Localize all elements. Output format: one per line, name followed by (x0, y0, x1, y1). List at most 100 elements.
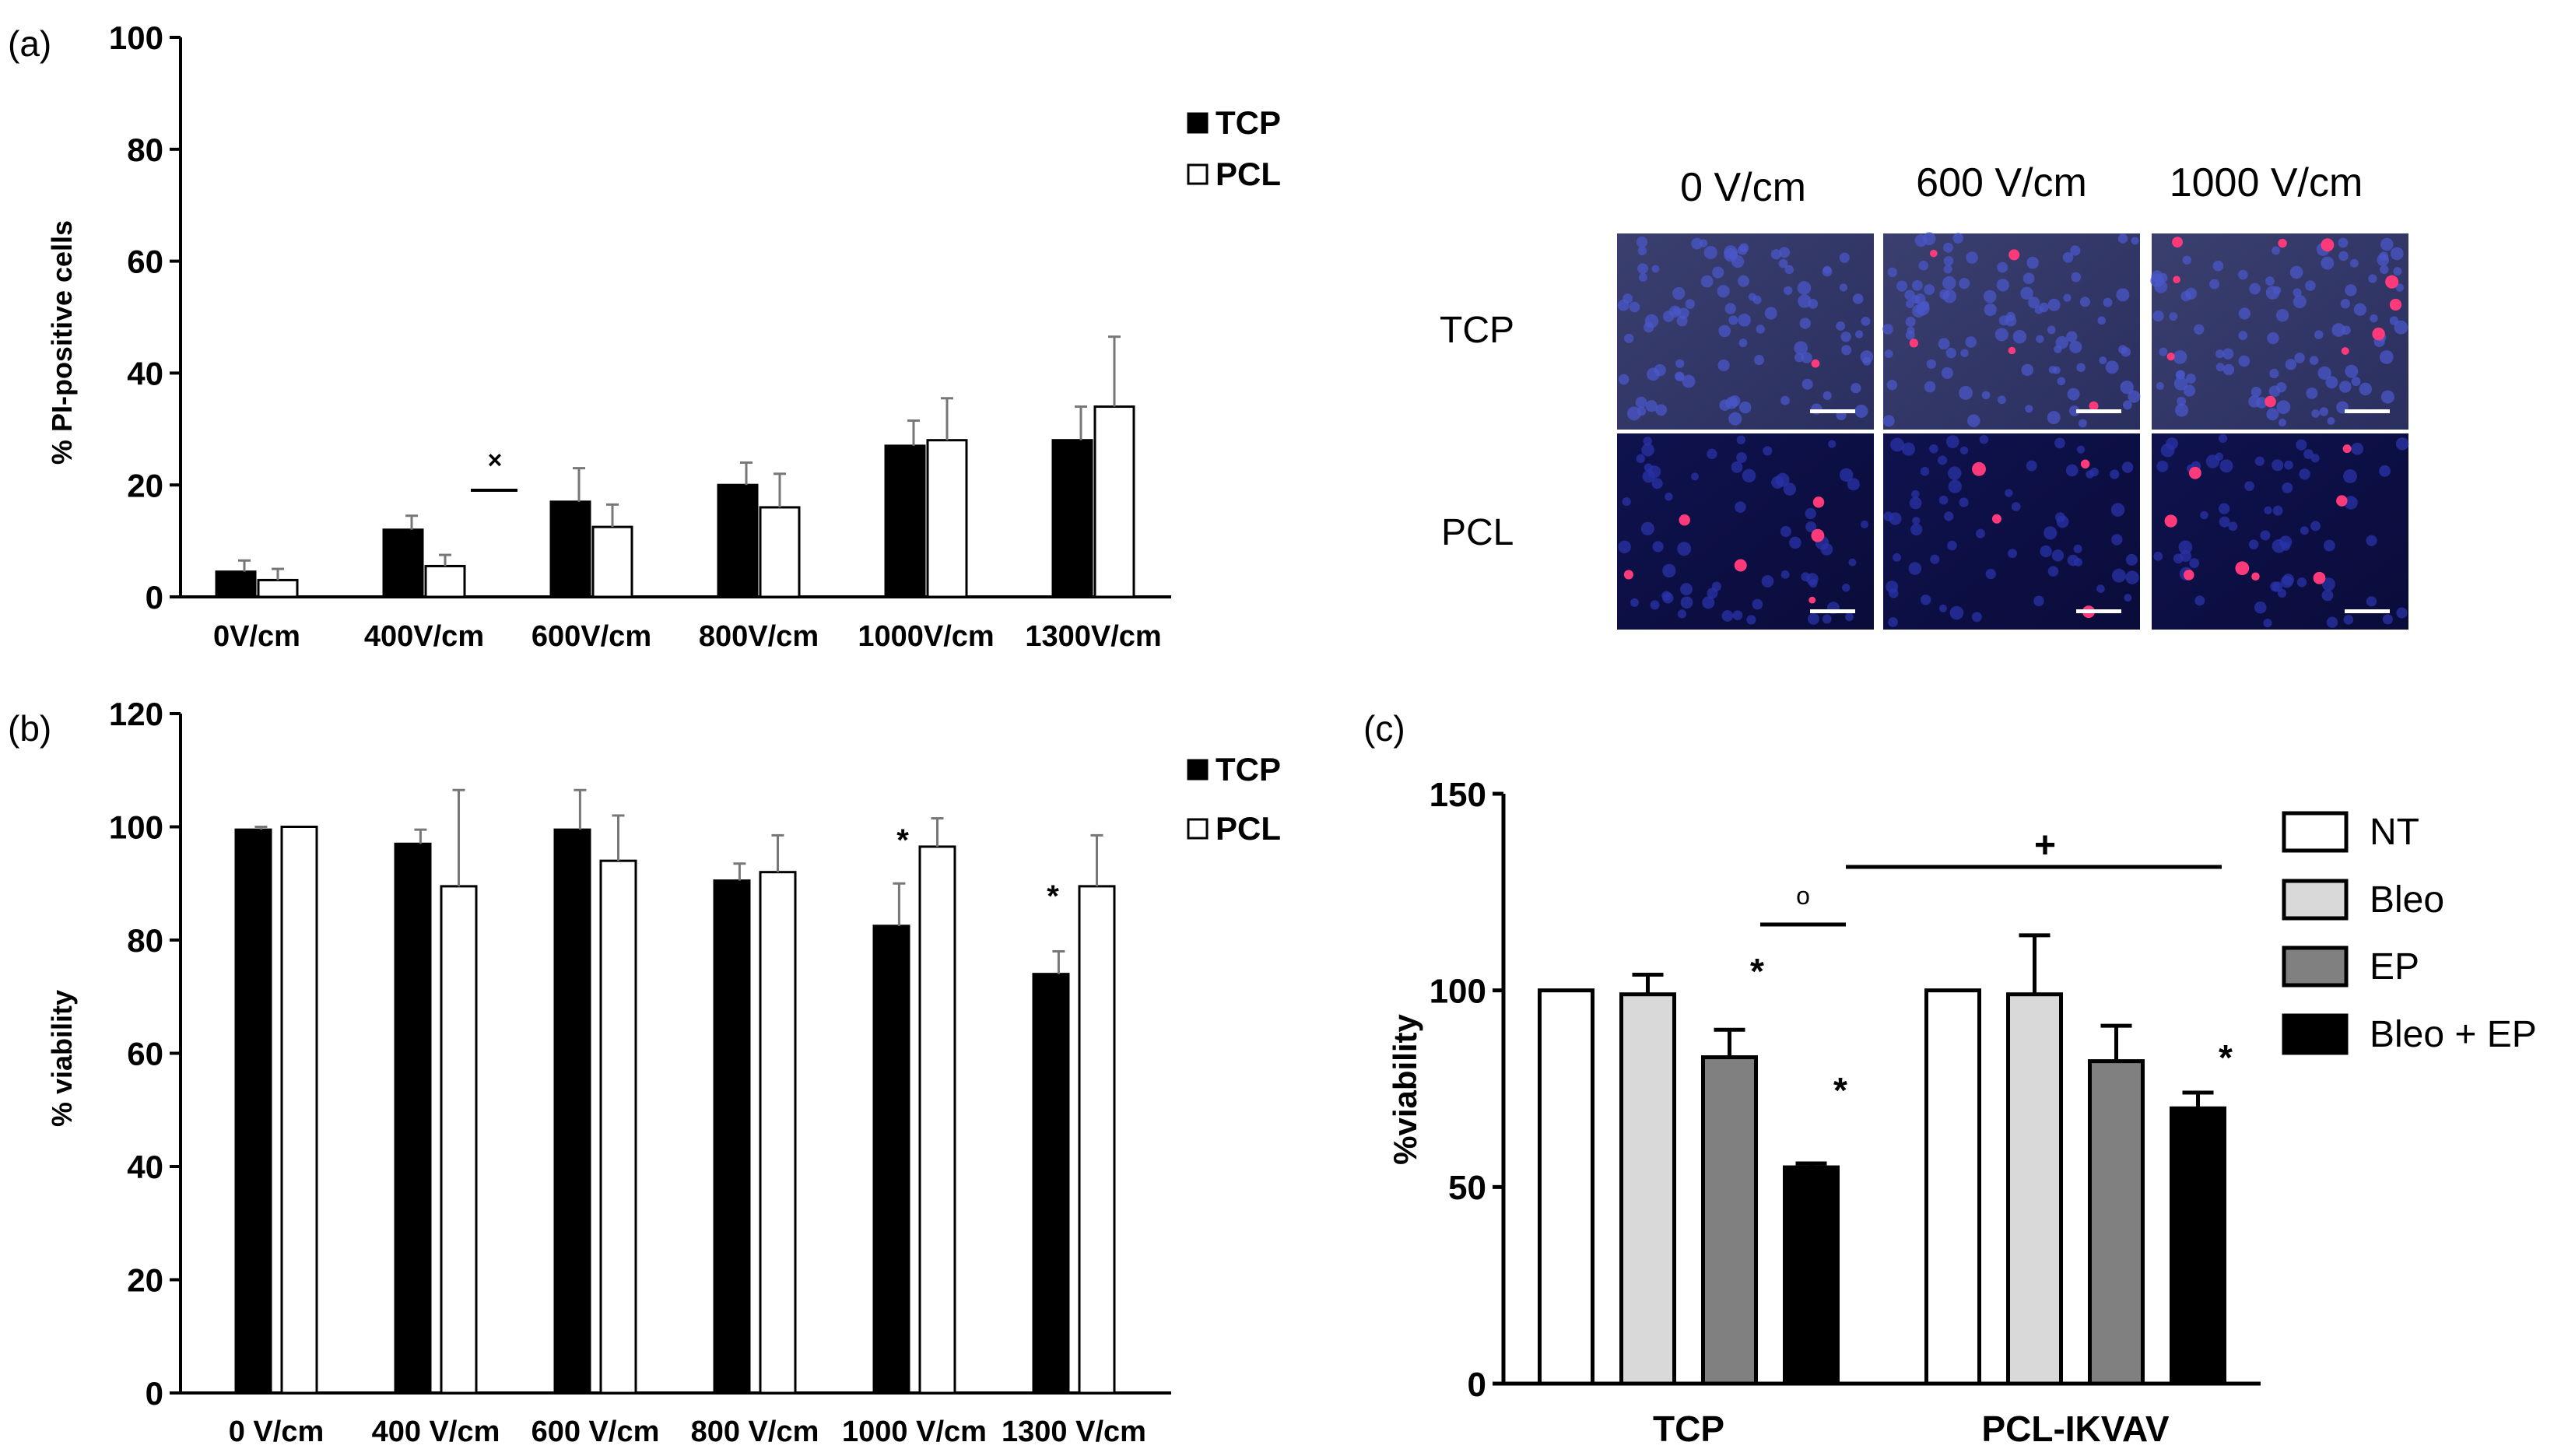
nucleus-dot (1828, 440, 1837, 448)
bar-pcl (1078, 885, 1116, 1395)
nucleus-dot (2111, 534, 2123, 546)
nucleus-dot (2276, 400, 2291, 415)
nucleus-dot (1942, 289, 1957, 303)
nucleus-dot (2380, 390, 2394, 404)
bar-tcp (713, 879, 751, 1395)
scale-bar (1810, 409, 1855, 413)
pi-positive-dot (2341, 347, 2349, 355)
nucleus-dot (2097, 316, 2107, 325)
pi-positive-dot (1972, 461, 1986, 476)
pi-positive-dot (2080, 459, 2090, 469)
nucleus-dot (2272, 539, 2286, 553)
micrograph-tile (2150, 233, 2408, 430)
nucleus-dot (2285, 359, 2297, 370)
nucleus-dot (2306, 387, 2318, 399)
nucleus-dot (1728, 412, 1742, 426)
nucleus-dot (1717, 359, 1730, 372)
bar-pcl (1093, 405, 1135, 598)
nucleus-dot (2396, 607, 2408, 619)
nucleus-dot (1618, 374, 1630, 385)
nucleus-dot (2116, 288, 2130, 302)
pi-positive-dot (2008, 346, 2016, 355)
nucleus-dot (1862, 356, 1872, 366)
nucleus-dot (2012, 329, 2027, 344)
bar-tcp (215, 570, 257, 598)
nucleus-dot (1763, 446, 1773, 456)
nucleus-dot (1888, 617, 1898, 627)
nucleus-dot (1960, 349, 1969, 357)
nucleus-dot (2370, 314, 2378, 323)
x-tick-label: 0V/cm (213, 620, 300, 653)
significance-mark: * (2219, 1037, 2233, 1078)
pi-positive-dot (2265, 395, 2276, 408)
nucleus-dot (1738, 401, 1752, 414)
nucleus-dot (1984, 303, 1997, 317)
nucleus-dot (2079, 296, 2091, 307)
nucleus-dot (2152, 310, 2164, 322)
nucleus-dot (1985, 568, 1996, 580)
bar-tcp (1051, 439, 1093, 598)
micrograph-panel: 0 V/cm 600 V/cm 1000 V/cm TCP PCL (1440, 160, 2409, 630)
nucleus-dot (2011, 502, 2021, 511)
legend-swatch-bleo (2282, 879, 2349, 921)
nucleus-dot (2264, 506, 2272, 514)
nucleus-dot (2044, 526, 2058, 540)
nucleus-dot (2327, 416, 2335, 425)
nucleus-dot (1746, 615, 1756, 625)
x-tick-label: TCP (1653, 1409, 1724, 1449)
nucleus-dot (2185, 287, 2198, 300)
bar-ep (2088, 1059, 2145, 1386)
nucleus-dot (1647, 465, 1661, 479)
nucleus-dot (2293, 288, 2302, 297)
x-tick-label: 600V/cm (531, 620, 651, 653)
nucleus-dot (1685, 299, 1696, 309)
nucleus-dot (2263, 618, 2272, 628)
nucleus-dot (1678, 307, 1689, 319)
nucleus-dot (1983, 289, 1997, 303)
y-tick-label: 100 (109, 809, 163, 846)
nucleus-dot (1756, 325, 1765, 334)
nucleus-dot (1839, 252, 1850, 263)
nucleus-dot (1618, 540, 1631, 554)
nucleus-dot (1700, 275, 1714, 288)
nucleus-dot (2089, 467, 2099, 477)
nucleus-dot (2153, 551, 2163, 561)
nucleus-dot (1807, 612, 1819, 625)
nucleus-dot (1979, 434, 1989, 444)
micrograph-background (1617, 233, 1874, 430)
micrograph-background (1617, 433, 1874, 630)
nucleus-dot (2326, 616, 2338, 628)
nucleus-dot (2379, 350, 2394, 364)
nucleus-dot (2321, 589, 2334, 602)
nucleus-dot (2269, 368, 2279, 379)
pi-positive-dot (2313, 571, 2326, 584)
nucleus-dot (1690, 472, 1700, 481)
nucleus-dot (1753, 354, 1765, 366)
nucleus-dot (2182, 255, 2192, 265)
nucleus-dot (1942, 275, 1956, 290)
bar-pcl (591, 525, 633, 598)
bar-bleo (2006, 992, 2063, 1386)
nucleus-dot (1801, 378, 1813, 390)
nucleus-dot (2325, 376, 2338, 389)
nucleus-dot (1920, 300, 1930, 310)
micrograph-tile (2152, 433, 2409, 630)
nucleus-dot (2293, 295, 2307, 309)
nucleus-dot (2047, 325, 2056, 335)
nucleus-dot (2215, 452, 2224, 461)
nucleus-dot (1959, 385, 1973, 400)
nucleus-dot (1889, 588, 1899, 598)
panel-a-label: (a) (8, 23, 51, 64)
nucleus-dot (1805, 521, 1817, 533)
nucleus-dot (1735, 501, 1746, 513)
bar-pcl (918, 845, 956, 1395)
nucleus-dot (2294, 353, 2305, 363)
pi-positive-dot (1623, 570, 1633, 580)
nucleus-dot (2309, 356, 2319, 365)
micrograph-row-label: PCL (1441, 512, 1514, 553)
nucleus-dot (2278, 419, 2287, 427)
nucleus-dot (2215, 363, 2225, 372)
nucleus-dot (2110, 503, 2125, 517)
nucleus-dot (1624, 333, 1634, 343)
